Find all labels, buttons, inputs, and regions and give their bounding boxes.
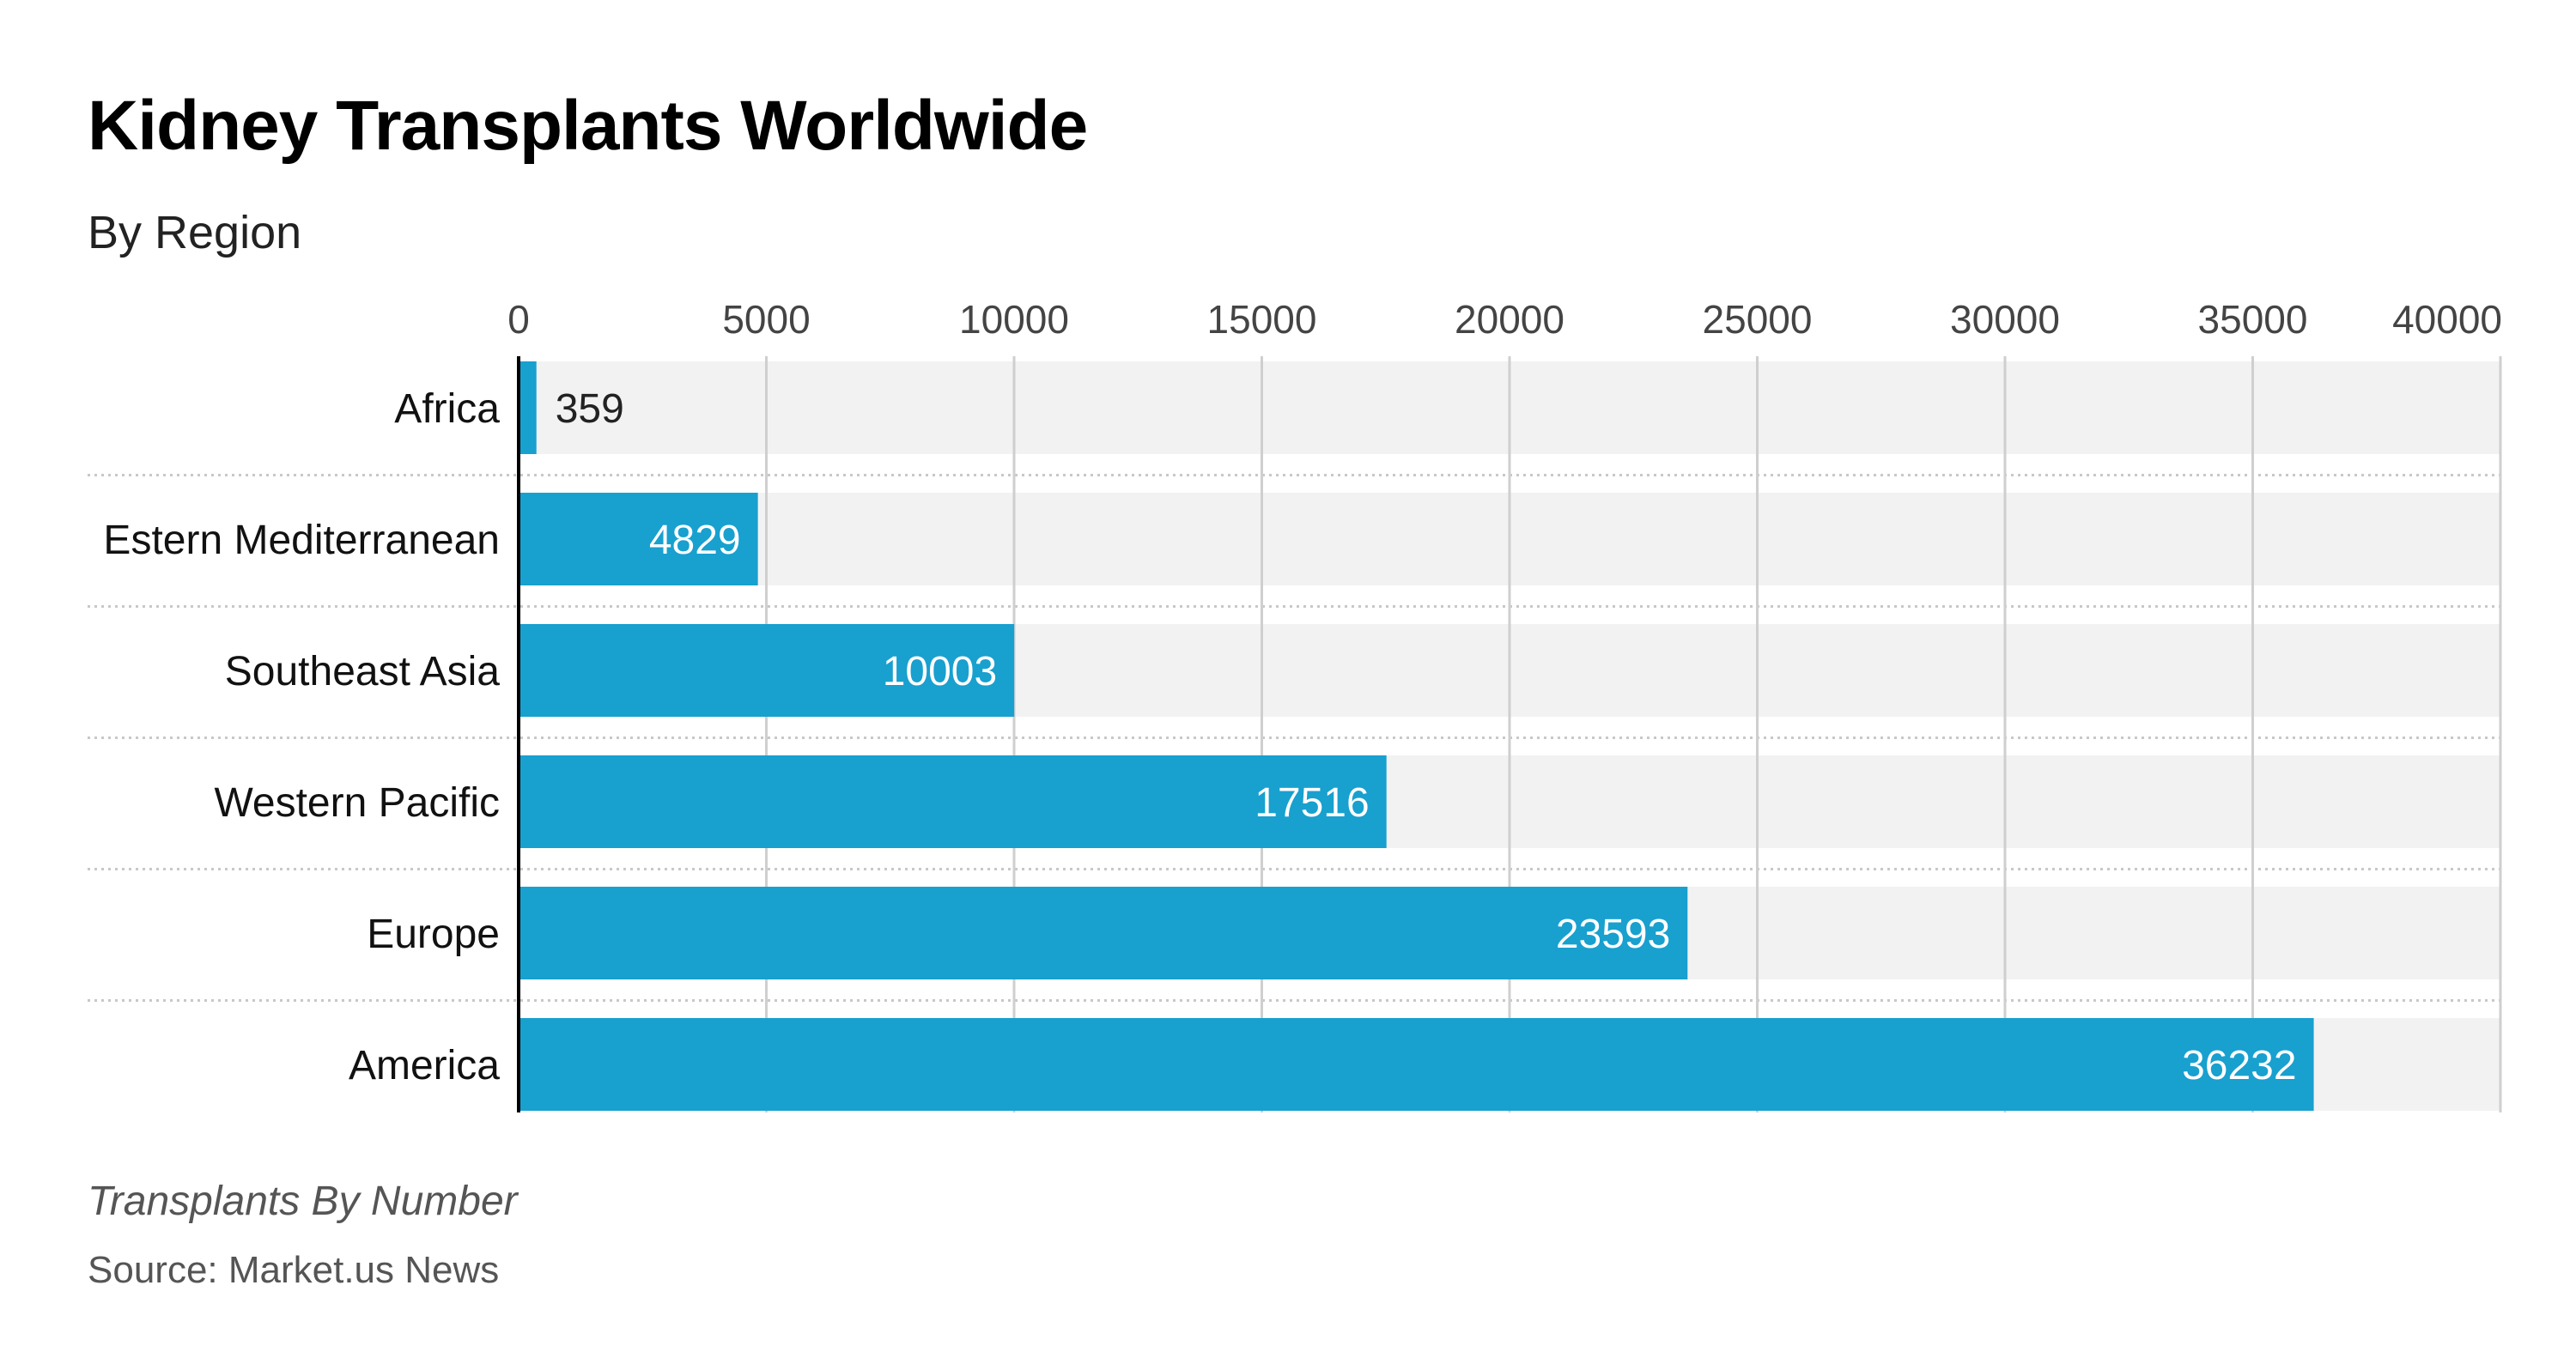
bar-chart: 0 5000 10000 15000 20000 25000 30000 35000 40000… [88,297,2502,1112]
x-tick-label: 0 [507,297,530,342]
x-tick-label: 5000 [722,297,810,342]
chart-footnote: Transplants By Number [88,1179,518,1224]
x-tick-label: 10000 [959,297,1069,342]
value-label: 10003 [883,649,997,694]
x-tick-label: 40000 [2392,297,2502,342]
x-tick-label: 20000 [1455,297,1564,342]
value-label: 36232 [2182,1043,2296,1088]
bar [519,493,758,585]
category-label: Europe [367,912,500,957]
bar [519,755,1387,848]
chart-subtitle: By Region [88,207,302,258]
chart-title: Kidney Transplants Worldwide [88,87,1088,165]
value-label: 4829 [649,518,741,563]
value-label: 17516 [1255,780,1369,826]
x-tick-label: 15000 [1207,297,1317,342]
bar [519,1018,2314,1111]
category-label: America [349,1043,500,1088]
x-tick-label: 25000 [1703,297,1813,342]
x-tick-label: 35000 [2198,297,2308,342]
category-label: Africa [394,386,500,432]
bar [519,624,1015,717]
value-label: 23593 [1556,912,1670,957]
category-label: Western Pacific [214,780,500,826]
chart-source: Source: Market.us News [88,1249,500,1291]
value-label: 359 [556,386,624,432]
category-label: Southeast Asia [225,649,501,694]
bar [519,887,1688,979]
bar [519,361,537,454]
x-tick-label: 30000 [1950,297,2060,342]
category-label: Estern Mediterranean [103,518,500,563]
